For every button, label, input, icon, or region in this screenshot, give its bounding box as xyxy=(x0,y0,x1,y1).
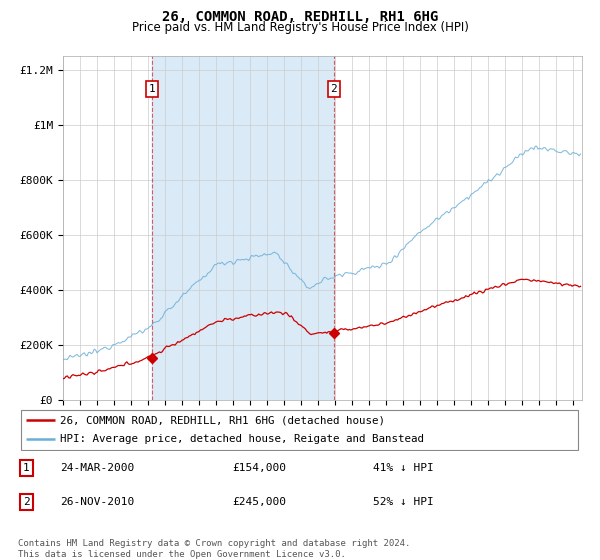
Text: 26, COMMON ROAD, REDHILL, RH1 6HG: 26, COMMON ROAD, REDHILL, RH1 6HG xyxy=(162,10,438,24)
Text: 1: 1 xyxy=(149,84,155,94)
Text: Contains HM Land Registry data © Crown copyright and database right 2024.
This d: Contains HM Land Registry data © Crown c… xyxy=(18,539,410,559)
Text: Price paid vs. HM Land Registry's House Price Index (HPI): Price paid vs. HM Land Registry's House … xyxy=(131,21,469,34)
FancyBboxPatch shape xyxy=(21,410,578,450)
Text: 2: 2 xyxy=(23,497,30,507)
Text: 2: 2 xyxy=(331,84,337,94)
Text: £154,000: £154,000 xyxy=(232,463,286,473)
Text: 41% ↓ HPI: 41% ↓ HPI xyxy=(373,463,434,473)
Text: 1: 1 xyxy=(23,463,30,473)
Text: 26-NOV-2010: 26-NOV-2010 xyxy=(60,497,134,507)
Text: HPI: Average price, detached house, Reigate and Banstead: HPI: Average price, detached house, Reig… xyxy=(60,435,424,445)
Text: 26, COMMON ROAD, REDHILL, RH1 6HG (detached house): 26, COMMON ROAD, REDHILL, RH1 6HG (detac… xyxy=(60,415,385,425)
Text: 24-MAR-2000: 24-MAR-2000 xyxy=(60,463,134,473)
Bar xyxy=(152,56,334,400)
Text: 52% ↓ HPI: 52% ↓ HPI xyxy=(373,497,434,507)
Text: £245,000: £245,000 xyxy=(232,497,286,507)
